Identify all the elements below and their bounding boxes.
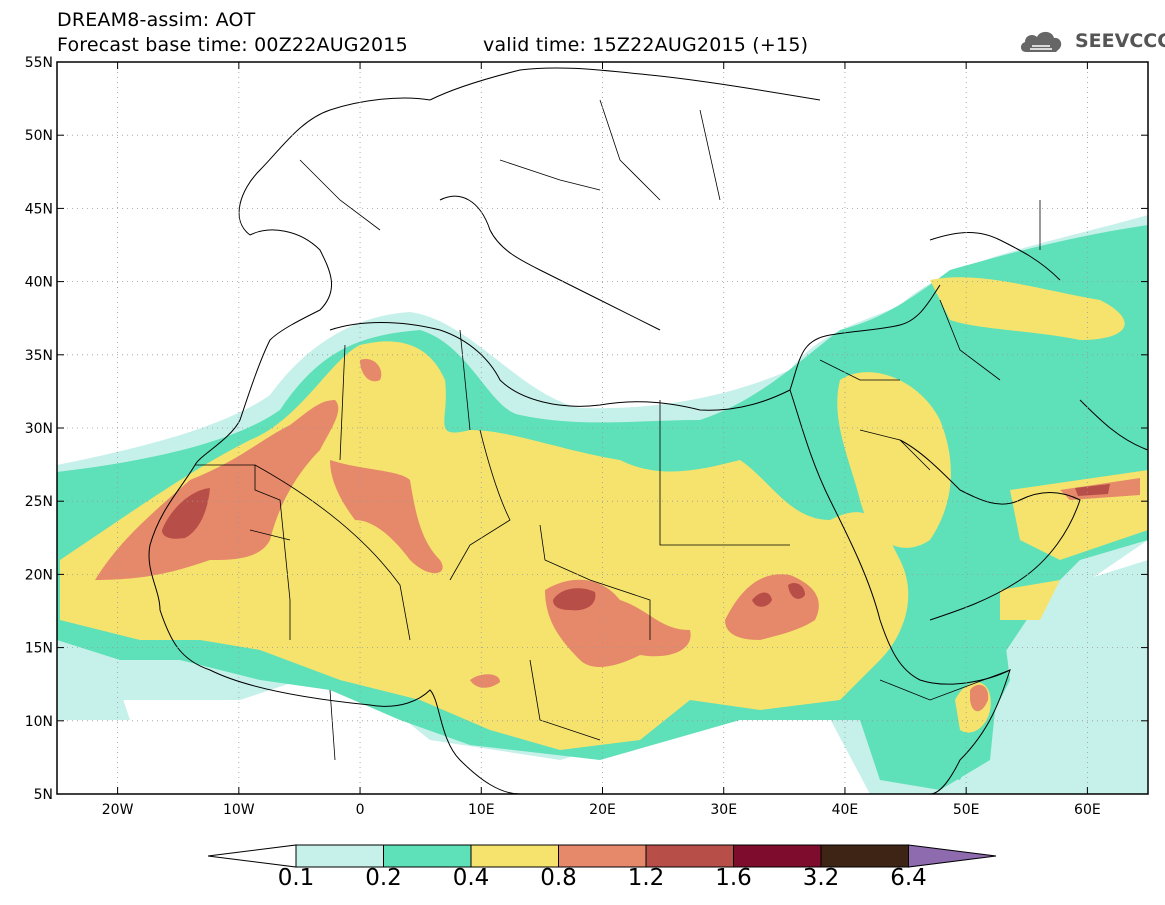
lat-tick-label: 45N [25, 201, 53, 217]
colorbar-label: 6.4 [890, 865, 927, 891]
latitude-labels: 55N 50N 45N 40N 35N 30N 25N 20N 15N 10N 5N [25, 55, 53, 803]
colorbar-bin-2 [383, 844, 472, 868]
lon-tick-label: 60E [1074, 802, 1101, 818]
cloud-icon [1020, 31, 1062, 52]
lat-tick-label: 35N [25, 348, 53, 364]
axis-ticks [57, 61, 1148, 795]
colorbar-bin-3 [470, 844, 559, 868]
lon-tick-label: 0 [356, 802, 365, 818]
colorbar-bin-1 [295, 844, 384, 868]
colorbar-bin-7 [820, 844, 909, 868]
lat-tick-label: 5N [34, 787, 53, 803]
colorbar-bin-4 [558, 844, 647, 868]
country-borders [195, 99, 1041, 761]
colorbar-bin-6 [733, 844, 822, 868]
lat-tick-label: 50N [25, 128, 53, 144]
colorbar-label: 0.2 [365, 865, 402, 891]
valid-time: valid time: 15Z22AUG2015 (+15) [483, 34, 809, 56]
lat-tick-label: 30N [25, 421, 53, 437]
lon-tick-label: 10E [468, 802, 495, 818]
logo-text: SEEVCCC [1075, 30, 1165, 52]
lat-tick-label: 25N [25, 494, 53, 510]
colorbar-label: 1.6 [715, 865, 752, 891]
colorbar-label: 3.2 [802, 865, 840, 891]
colorbar [207, 844, 997, 868]
lon-tick-label: 50E [953, 802, 980, 818]
colorbar-label: 0.8 [540, 865, 577, 891]
colorbar-over-arrow [908, 844, 997, 868]
colorbar-label: 1.2 [627, 865, 665, 891]
lon-tick-label: 20W [102, 802, 134, 818]
lat-tick-label: 55N [25, 55, 53, 71]
aot-contour-1.2 [162, 484, 1110, 611]
lat-tick-label: 15N [25, 641, 53, 657]
lon-tick-label: 40E [832, 802, 859, 818]
forecast-base-time: Forecast base time: 00Z22AUG2015 [57, 34, 408, 56]
colorbar-labels: 0.1 0.2 0.4 0.8 1.2 1.6 3.2 6.4 [0, 865, 1165, 895]
longitude-labels: 20W 10W 0 10E 20E 30E 40E 50E 60E [102, 802, 1101, 818]
chart-title: DREAM8-assim: AOT [57, 9, 256, 31]
lon-tick-label: 20E [589, 802, 616, 818]
colorbar-label: 0.1 [277, 865, 315, 891]
colorbar-bin-5 [645, 844, 734, 868]
lon-tick-label: 10W [223, 802, 255, 818]
lat-tick-label: 10N [25, 714, 53, 730]
lon-tick-label: 30E [710, 802, 737, 818]
colorbar-under-arrow [207, 844, 297, 868]
lat-tick-label: 40N [25, 275, 53, 291]
colorbar-label: 0.4 [452, 865, 490, 891]
lat-tick-label: 20N [25, 567, 53, 583]
coastlines [148, 67, 1148, 794]
